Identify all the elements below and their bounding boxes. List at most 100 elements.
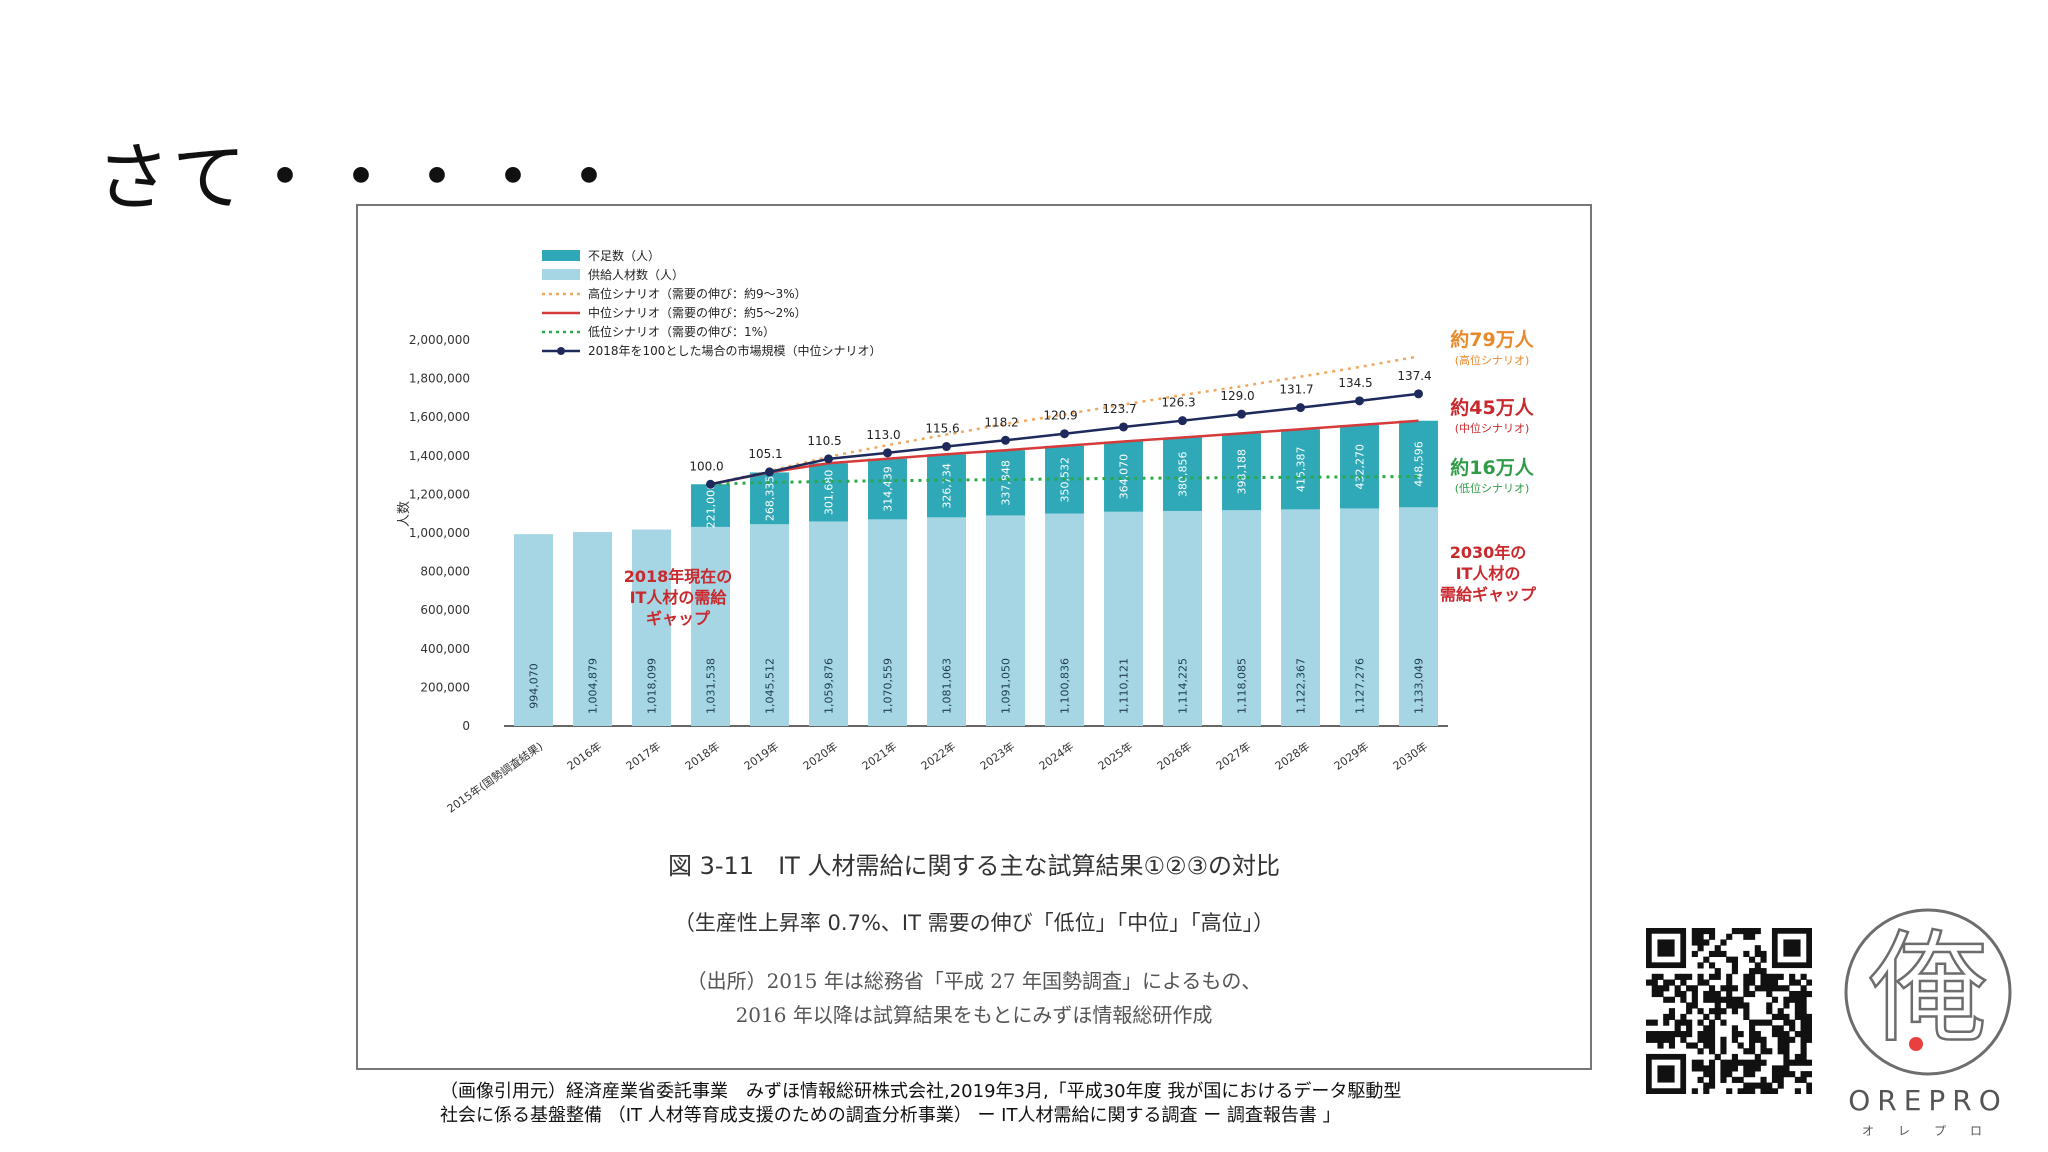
qr-module bbox=[1800, 1053, 1807, 1061]
qr-module bbox=[1749, 933, 1756, 940]
qr-module bbox=[1686, 1042, 1693, 1049]
qr-module bbox=[1720, 1008, 1727, 1015]
qr-module bbox=[1668, 996, 1676, 1003]
bar-shortage-label: 432,270 bbox=[1354, 444, 1367, 490]
bar-shortage-label: 337,848 bbox=[1000, 460, 1013, 506]
qr-module bbox=[1708, 928, 1716, 935]
qr-module bbox=[1697, 1036, 1704, 1043]
qr-module bbox=[1731, 1031, 1738, 1038]
qr-module bbox=[1674, 1019, 1681, 1026]
qr-module bbox=[1777, 1025, 1784, 1032]
series-index-point bbox=[1178, 416, 1187, 426]
x-tick-label: 2026年 bbox=[1154, 739, 1194, 773]
legend-label: 中位シナリオ（需要の伸び：約5〜2%） bbox=[588, 305, 807, 320]
series-index-point bbox=[706, 479, 715, 489]
qr-module bbox=[1806, 1019, 1812, 1026]
qr-module bbox=[1720, 985, 1727, 992]
qr-module bbox=[1737, 1076, 1744, 1083]
qr-module bbox=[1806, 1013, 1812, 1020]
bar-shortage bbox=[1104, 441, 1143, 512]
bar-shortage bbox=[927, 454, 966, 518]
qr-module bbox=[1703, 1025, 1710, 1032]
qr-module bbox=[1708, 950, 1716, 958]
bar-supply bbox=[986, 515, 1025, 726]
qr-module bbox=[1806, 1031, 1812, 1038]
qr-module bbox=[1703, 1013, 1710, 1020]
qr-module bbox=[1783, 1065, 1790, 1072]
qr-module bbox=[1651, 1036, 1658, 1043]
qr-module bbox=[1743, 1065, 1750, 1072]
qr-module bbox=[1691, 950, 1698, 958]
legend-label: 高位シナリオ（需要の伸び：約9〜3%） bbox=[588, 286, 807, 301]
y-tick-label: 1,800,000 bbox=[409, 372, 470, 386]
qr-module bbox=[1749, 928, 1756, 935]
qr-module bbox=[1686, 1025, 1693, 1032]
qr-module bbox=[1657, 1031, 1664, 1038]
qr-module bbox=[1726, 956, 1733, 963]
qr-code[interactable] bbox=[1646, 928, 1812, 1094]
qr-module bbox=[1731, 1053, 1738, 1061]
qr-module bbox=[1783, 1048, 1790, 1055]
qr-module bbox=[1697, 1019, 1704, 1026]
bar-shortage-label: 448,596 bbox=[1413, 441, 1426, 487]
qr-module bbox=[1651, 985, 1658, 992]
qr-module bbox=[1794, 996, 1801, 1003]
qr-module bbox=[1749, 968, 1756, 975]
qr-module bbox=[1731, 996, 1738, 1003]
qr-module bbox=[1783, 1071, 1790, 1078]
qr-module bbox=[1766, 1082, 1773, 1089]
bar-supply bbox=[750, 524, 789, 726]
qr-module bbox=[1731, 985, 1738, 992]
qr-module bbox=[1760, 950, 1767, 958]
series-index-point bbox=[765, 467, 774, 477]
qr-module bbox=[1783, 1042, 1790, 1049]
series-index-point bbox=[1414, 389, 1423, 399]
qr-module bbox=[1777, 1013, 1784, 1020]
qr-module bbox=[1726, 990, 1733, 998]
qr-module bbox=[1686, 1019, 1693, 1026]
series-index-point bbox=[1060, 429, 1069, 439]
qr-module bbox=[1680, 1031, 1687, 1038]
qr-module bbox=[1726, 996, 1733, 1003]
annotation-low-value: 約16万人 bbox=[1450, 456, 1534, 479]
chart-subtitle: （生産性上昇率 0.7%、IT 需要の伸び「低位」「中位」「高位」） bbox=[674, 911, 1274, 935]
qr-module bbox=[1749, 1071, 1756, 1078]
qr-module bbox=[1697, 1048, 1704, 1055]
qr-module bbox=[1743, 979, 1750, 986]
x-tick-label: 2015年(国勢調査結果) bbox=[444, 739, 545, 816]
qr-module bbox=[1646, 1031, 1653, 1038]
qr-module bbox=[1663, 1031, 1670, 1038]
qr-module bbox=[1686, 1008, 1693, 1015]
bar-supply-label: 1,133,049 bbox=[1413, 658, 1426, 714]
x-tick-label: 2024年 bbox=[1036, 739, 1076, 773]
bar-supply-label: 1,110,121 bbox=[1118, 658, 1131, 714]
qr-module bbox=[1789, 1071, 1796, 1078]
y-tick-label: 400,000 bbox=[420, 642, 470, 656]
logo-wordmark: OREPRO bbox=[1848, 1084, 2008, 1117]
qr-module bbox=[1737, 1059, 1744, 1066]
qr-module bbox=[1731, 1065, 1738, 1072]
qr-module bbox=[1783, 1013, 1790, 1020]
bar-supply bbox=[573, 532, 612, 726]
y-tick-label: 800,000 bbox=[420, 565, 470, 579]
qr-module bbox=[1691, 990, 1698, 998]
bar-shortage-label: 326,734 bbox=[941, 463, 954, 509]
qr-module bbox=[1749, 1059, 1756, 1066]
qr-module bbox=[1794, 1076, 1801, 1083]
qr-module bbox=[1806, 1088, 1812, 1094]
qr-module bbox=[1777, 1036, 1784, 1043]
qr-module bbox=[1754, 1031, 1761, 1038]
qr-module bbox=[1760, 1042, 1767, 1049]
qr-module bbox=[1703, 1071, 1710, 1078]
qr-module bbox=[1743, 1082, 1750, 1089]
qr-module bbox=[1789, 1019, 1796, 1026]
x-tick-label: 2022年 bbox=[918, 739, 958, 773]
bar-supply bbox=[691, 526, 730, 726]
x-tick-label: 2019年 bbox=[741, 739, 781, 773]
series-index-label: 134.5 bbox=[1338, 376, 1372, 390]
citation-line-2: 社会に係る基盤整備 （IT 人材等育成支援のための調査分析事業） ー IT人材需… bbox=[440, 1105, 1341, 1126]
qr-module bbox=[1771, 996, 1779, 1003]
qr-module bbox=[1708, 1008, 1716, 1015]
qr-module bbox=[1726, 1065, 1733, 1072]
legend-swatch-marker bbox=[557, 347, 565, 355]
